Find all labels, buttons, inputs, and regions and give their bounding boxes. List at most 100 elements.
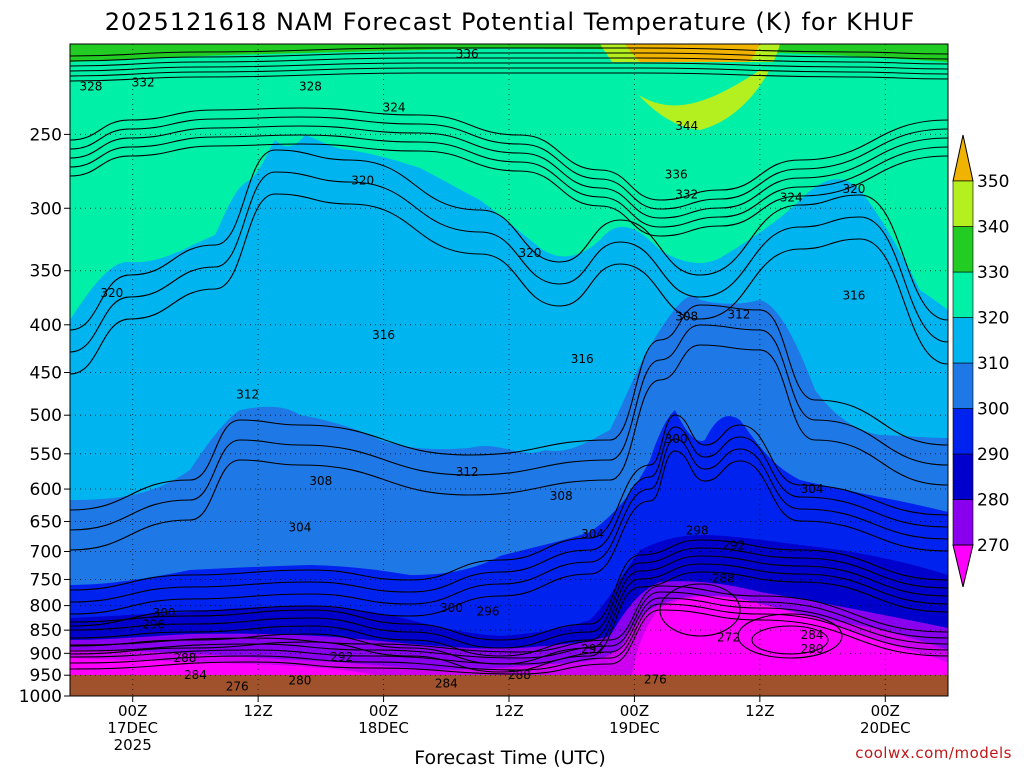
contour-label: 320	[842, 182, 865, 196]
y-axis: 250 300 350 400 450 500 550 600 650 700 750 800 850 9…	[19, 125, 70, 707]
x-tick-label: 00Z	[369, 702, 398, 720]
y-tick-label: 600	[30, 480, 62, 500]
contour-label: 312	[236, 387, 259, 401]
contour-label: 312	[727, 308, 750, 322]
contour-label: 328	[299, 79, 322, 93]
contour-label: 276	[644, 672, 667, 686]
contour-label: 308	[309, 474, 332, 488]
y-tick-label: 400	[30, 316, 62, 336]
y-tick-label: 500	[30, 406, 62, 426]
contour-label: 288	[712, 571, 735, 585]
x-tick-label: 00Z	[871, 702, 900, 720]
y-tick-label: 350	[30, 262, 62, 282]
contour-label: 344	[675, 119, 698, 133]
contour-line	[70, 67, 948, 77]
contour-line	[70, 539, 948, 641]
contour-lines	[70, 47, 948, 675]
colorbar-segment	[952, 408, 974, 455]
contour-line	[70, 107, 948, 201]
contour-labels: 336 328 332 328 324 344 320 336 332 324 320 320 320 3…	[79, 47, 865, 694]
y-tick-label: 850	[30, 621, 62, 641]
contour-label: 336	[665, 167, 688, 181]
contour-label: 298	[686, 524, 709, 538]
x-tick-label: 19DEC	[609, 719, 660, 737]
plot-area: 336 328 332 328 324 344 320 336 332 324 320 320 320 3…	[70, 44, 948, 696]
band-lt-270-c	[632, 596, 948, 676]
y-tick-label: 650	[30, 512, 62, 532]
colorbar-segment	[952, 453, 974, 500]
y-tick-label: 300	[30, 199, 62, 219]
contour-label: 320	[351, 173, 374, 187]
x-tick-label: 2025	[114, 736, 152, 754]
x-tick-label: 12Z	[745, 702, 774, 720]
colorbar-tick-label: 350	[977, 172, 1009, 192]
contour-line	[70, 591, 948, 659]
colorbar-tick-label: 330	[977, 263, 1009, 283]
colorbar-segment	[952, 362, 974, 409]
colorbar-extend-bottom	[952, 544, 974, 588]
contour-label: 320	[100, 286, 123, 300]
colorbar-tick-label: 320	[977, 309, 1009, 329]
contour-label: 284	[435, 677, 458, 691]
contour-label: 304	[288, 521, 311, 535]
colorbar-tick-label: 340	[977, 218, 1009, 238]
contour-line	[70, 72, 948, 82]
contour-label: 280	[801, 642, 824, 656]
colorbar-tick-label: 310	[977, 354, 1009, 374]
x-tick-label: 17DEC	[107, 719, 158, 737]
credit-text: coolwx.com/models	[855, 744, 1012, 762]
x-axis-label: Forecast Time (UTC)	[414, 747, 605, 768]
contour-label: 324	[780, 190, 803, 204]
band-320-330	[70, 62, 948, 106]
contour-line	[70, 52, 948, 62]
contour-line	[70, 414, 948, 591]
contour-label: 296	[142, 617, 165, 631]
contour-label: 320	[518, 246, 541, 260]
contour-line	[70, 571, 948, 673]
contour-label: 300	[440, 601, 463, 615]
contour-label: 304	[801, 482, 824, 496]
contour-label: 316	[842, 288, 865, 302]
contour-label: 304	[581, 527, 604, 541]
contour-line	[70, 62, 948, 72]
x-tick-label: 12Z	[494, 702, 523, 720]
colorbar-segment	[952, 180, 974, 227]
ground	[70, 675, 948, 696]
contour-label: 332	[675, 188, 698, 202]
contour-line	[70, 47, 948, 57]
contour-line	[70, 324, 948, 531]
y-tick-label: 1000	[19, 687, 62, 707]
contour-line	[70, 426, 948, 603]
contour-label: 276	[226, 680, 249, 694]
colorbar-tick-label: 270	[977, 536, 1009, 556]
contour-line	[70, 585, 948, 653]
contour-line	[70, 597, 948, 665]
contour-label: 292	[581, 642, 604, 656]
contour-line	[737, 613, 843, 659]
contour-line	[70, 344, 948, 551]
contour-label: 308	[550, 489, 573, 503]
contour-line	[70, 116, 948, 210]
y-tick-label: 950	[30, 666, 62, 686]
contour-label: 328	[79, 79, 102, 93]
y-tick-label: 700	[30, 543, 62, 563]
x-tick-label: 20DEC	[860, 719, 911, 737]
contour-line	[70, 149, 948, 331]
contour-line	[70, 438, 948, 615]
contour-line	[70, 304, 948, 511]
colorbar-segment	[952, 499, 974, 546]
contour-label: 312	[456, 465, 479, 479]
x-tick-label: 00Z	[118, 702, 147, 720]
contour-label: 308	[675, 310, 698, 324]
contour-line	[70, 547, 948, 649]
chart-title: 2025121618 NAM Forecast Potential Temper…	[105, 8, 916, 36]
x-tick-label: 18DEC	[358, 719, 409, 737]
contour-label: 288	[508, 668, 531, 682]
y-tick-label: 750	[30, 570, 62, 590]
contour-label: 324	[383, 101, 406, 115]
contour-label: 300	[665, 432, 688, 446]
contour-label: 332	[132, 76, 155, 90]
contour-line	[70, 193, 948, 375]
contour-line	[70, 143, 948, 237]
